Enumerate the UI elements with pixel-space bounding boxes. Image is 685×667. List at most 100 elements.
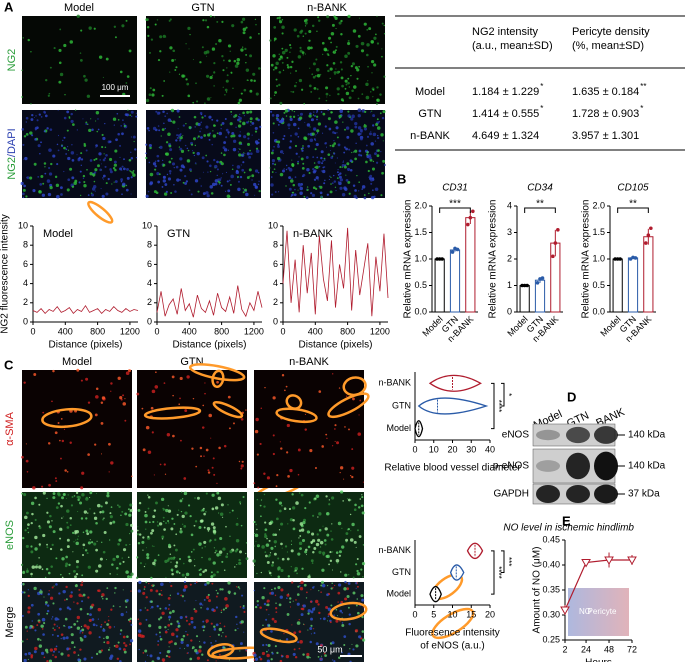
y-tick-label: 4	[273, 278, 278, 288]
micro-speck	[336, 132, 338, 134]
micro-speck	[142, 536, 145, 539]
micro-speck	[364, 110, 367, 114]
micro-speck	[325, 433, 328, 436]
micro-speck	[320, 658, 322, 660]
micro-speck	[218, 446, 221, 450]
micro-speck	[153, 509, 157, 512]
micro-speck	[304, 550, 308, 554]
micro-speck	[211, 466, 214, 469]
micro-speck	[65, 562, 69, 566]
micro-speck	[341, 193, 346, 197]
micro-speck	[215, 595, 218, 598]
micro-speck	[144, 513, 148, 518]
micro-speck	[21, 455, 24, 459]
table-cell: 3.957 ± 1.301	[572, 130, 639, 142]
micro-speck	[194, 126, 196, 128]
micro-speck	[180, 594, 183, 597]
micro-speck	[20, 563, 24, 567]
micro-speck	[27, 589, 29, 591]
micro-speck	[214, 549, 218, 553]
micro-speck	[201, 522, 203, 524]
micro-speck	[111, 183, 113, 185]
micro-speck	[206, 595, 210, 599]
micro-speck	[71, 185, 75, 188]
micro-speck	[301, 166, 305, 170]
micro-speck	[45, 601, 48, 604]
micro-speck	[149, 87, 152, 90]
micro-speck	[98, 650, 102, 654]
micro-speck	[104, 122, 106, 125]
micro-speck	[86, 168, 88, 171]
micro-speck	[170, 584, 173, 588]
micro-speck	[334, 50, 336, 52]
micro-speck	[214, 538, 217, 541]
micro-speck	[101, 133, 104, 137]
micro-speck	[361, 494, 363, 496]
micro-speck	[87, 628, 89, 630]
data-point	[435, 257, 439, 261]
micro-speck	[284, 389, 286, 392]
micro-speck	[178, 403, 181, 406]
micro-speck	[353, 540, 357, 544]
micro-speck	[333, 62, 335, 64]
micro-speck	[217, 496, 222, 501]
micro-speck	[312, 62, 316, 66]
micro-speck	[159, 635, 162, 638]
micro-speck	[292, 122, 297, 127]
micro-speck	[130, 151, 132, 154]
micro-speck	[207, 469, 210, 472]
micro-speck	[326, 15, 330, 19]
micro-speck	[220, 503, 224, 507]
y-tick-label: 1	[507, 280, 512, 290]
micro-speck	[146, 654, 149, 656]
micro-speck	[325, 146, 328, 148]
micro-speck	[213, 625, 216, 628]
micro-speck	[46, 179, 51, 183]
micro-speck	[79, 501, 83, 505]
micro-speck	[254, 533, 259, 538]
micro-speck	[315, 542, 320, 547]
micro-speck	[131, 171, 134, 174]
micro-speck	[47, 593, 50, 596]
micro-speck	[313, 628, 315, 630]
micro-speck	[171, 572, 174, 576]
chart-title: GTN	[167, 228, 190, 240]
micro-speck	[362, 638, 366, 642]
micro-speck	[356, 174, 358, 177]
micro-speck	[38, 621, 41, 624]
micro-speck	[302, 162, 305, 165]
micro-speck	[86, 94, 91, 98]
micro-speck	[162, 159, 164, 161]
micro-speck	[115, 138, 118, 142]
micro-speck	[198, 649, 202, 653]
micro-speck	[376, 126, 381, 130]
micro-speck	[325, 86, 329, 90]
micro-speck	[93, 542, 97, 546]
micro-speck	[265, 608, 268, 611]
micro-speck	[253, 182, 257, 187]
micro-speck	[285, 654, 290, 659]
micro-speck	[91, 187, 96, 191]
micro-speck	[201, 547, 203, 549]
micro-speck	[352, 184, 356, 188]
micro-speck	[315, 58, 318, 61]
micro-speck	[105, 597, 108, 601]
micro-speck	[198, 542, 202, 546]
micro-speck	[30, 654, 34, 657]
micro-speck	[340, 490, 344, 494]
micro-speck	[346, 135, 350, 139]
micro-speck	[41, 617, 46, 622]
micro-speck	[207, 171, 209, 173]
micro-speck	[329, 550, 332, 554]
micro-speck	[252, 559, 256, 563]
micro-speck	[362, 481, 364, 483]
micro-speck	[184, 600, 186, 602]
micro-speck	[164, 473, 167, 475]
micro-speck	[337, 181, 340, 183]
row-label: Merge	[4, 606, 16, 637]
micro-speck	[339, 61, 343, 64]
micro-speck	[84, 549, 88, 552]
micro-speck	[254, 130, 258, 133]
micro-speck	[303, 195, 306, 198]
micro-speck	[263, 472, 266, 475]
